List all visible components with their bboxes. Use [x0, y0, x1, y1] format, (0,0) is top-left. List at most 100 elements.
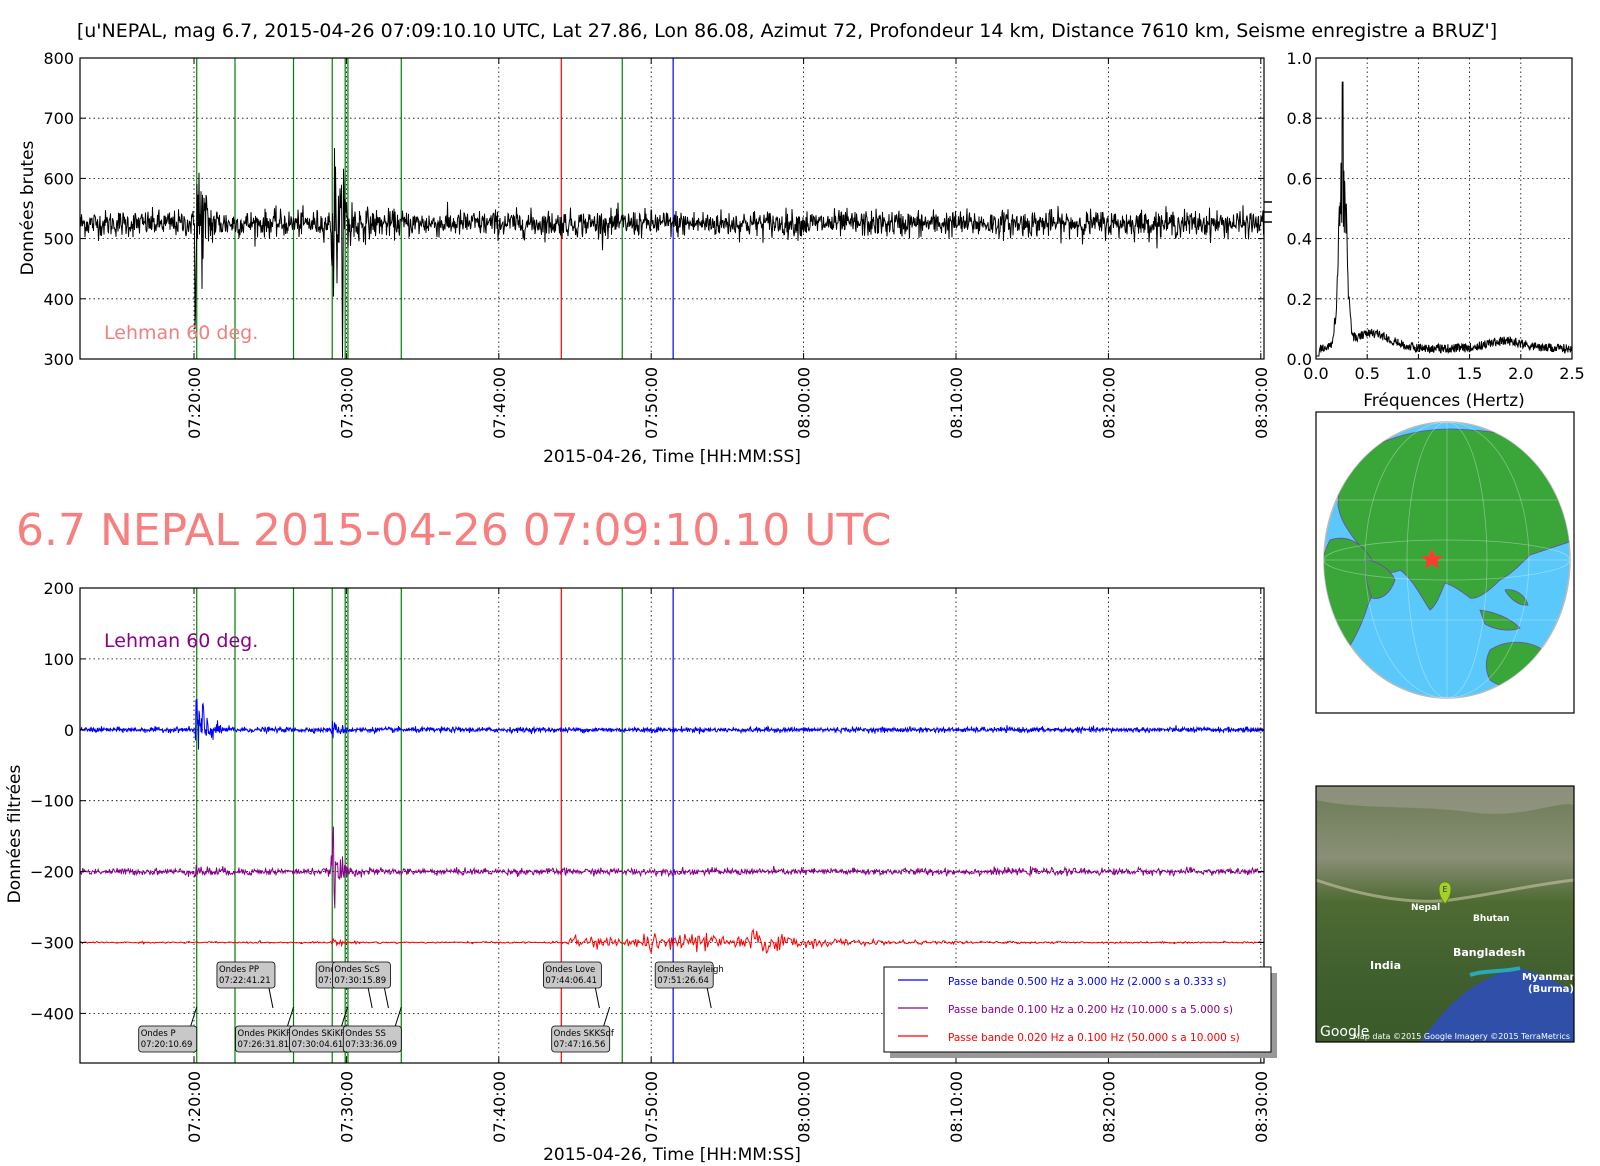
phase-label-time: 07:30:15.89	[334, 976, 386, 986]
phase-label-arrow	[341, 1006, 349, 1027]
satellite-bay-of-bengal	[1420, 968, 1574, 1042]
phase-label-box	[342, 1025, 402, 1053]
legend-box	[883, 966, 1272, 1053]
phase-label-name: Ondes SKKSdf	[554, 1029, 615, 1039]
map-label-burma: (Burma)	[1528, 984, 1574, 995]
y-tick-label: 100	[43, 650, 74, 669]
filtered-x-ticks: 07:20:00 07:30:00 07:40:00 07:50:00 08:00:00…	[185, 588, 1271, 1143]
epicenter-star-icon	[1421, 548, 1443, 569]
satellite-delta	[1469, 966, 1521, 977]
y-tick-label: 1.0	[1287, 49, 1312, 68]
phase-label-arrow	[287, 1006, 294, 1027]
y-tick-label: 0.4	[1287, 230, 1312, 249]
svg-text:E: E	[1442, 885, 1447, 894]
phase-label-box	[654, 961, 714, 989]
phase-label-name: Ondes PKiKP	[238, 1029, 292, 1039]
x-tick-label: 08:30:00	[1252, 367, 1271, 439]
x-tick-label: 08:00:00	[795, 1071, 814, 1143]
series-trace-purple	[79, 826, 1265, 909]
phase-label-box	[542, 961, 602, 989]
raw-plot-border	[79, 57, 1265, 360]
x-tick-label: 2.5	[1559, 364, 1584, 383]
phase-label-arrow	[268, 987, 274, 1009]
y-tick-label: 0.0	[1287, 350, 1312, 369]
globe-graticule	[1324, 422, 1570, 698]
y-tick-label: 600	[43, 169, 74, 188]
x-tick-label: 0.0	[1303, 364, 1328, 383]
map-label-bhutan: Bhutan	[1473, 914, 1509, 924]
spectrum-gridlines	[1316, 58, 1572, 359]
phase-label-arrow	[394, 1006, 402, 1027]
phase-label-arrow	[383, 987, 389, 1009]
phase-label-box	[551, 1025, 611, 1053]
phase-label-arrow	[603, 1006, 611, 1027]
raw-x-ticks: 07:20:00 07:30:00 07:40:00 07:50:00 08:00:00…	[185, 58, 1271, 439]
map-credit: Map data ©2015 Google Imagery ©2015 Terr…	[1353, 1032, 1570, 1041]
x-tick-label: 08:10:00	[947, 1071, 966, 1143]
x-tick-label: 08:20:00	[1099, 367, 1118, 439]
y-tick-label: 200	[43, 579, 74, 598]
spectrum-y-ticks: 1.0 0.8 0.6 0.4 0.2 0.0	[1287, 49, 1321, 369]
x-tick-label: 08:00:00	[795, 367, 814, 439]
spectrum-x-ticks: 0.0 0.5 1.0 1.5 2.0 2.5	[1303, 354, 1585, 383]
y-tick-label: 800	[43, 49, 74, 68]
map-label-bangladesh: Bangladesh	[1453, 946, 1525, 959]
phase-label-arrow	[190, 1006, 198, 1027]
raw-plot-frame	[80, 58, 1264, 359]
filtered-plot-border	[79, 587, 1265, 1064]
figure-suptitle: [u'NEPAL, mag 6.7, 2015-04-26 07:09:10.1…	[77, 20, 1497, 42]
y-tick-label: 300	[43, 350, 74, 369]
x-tick-label: 07:30:00	[337, 1071, 356, 1143]
phase-label-arrow	[706, 987, 712, 1009]
x-tick-label: 07:30:00	[337, 367, 356, 439]
phase-label-name: Ondes P	[141, 1029, 176, 1039]
google-logo: Google	[1320, 1024, 1369, 1040]
phase-label-time: 07:44:06.41	[545, 976, 597, 986]
filtered-y-axis-label: Données filtrées	[5, 765, 25, 904]
spectrum-chart: 1.0 0.8 0.6 0.4 0.2 0.0 0.0 0.5 1.0 1.5 2.0 2.5 Fr…	[1287, 49, 1585, 411]
x-tick-label: 08:30:00	[1252, 1071, 1271, 1143]
legend-label-purple: Passe bande 0.100 Hz a 0.200 Hz (10.000 …	[948, 1004, 1233, 1016]
filtered-lehman-annotation: Lehman 60 deg.	[104, 630, 258, 652]
globe-map	[1315, 411, 1575, 714]
phase-label-time: 07:51:26.64	[657, 976, 709, 986]
raw-lehman-annotation: Lehman 60 deg.	[104, 322, 258, 344]
map-label-nepal: Nepal	[1411, 903, 1440, 913]
y-tick-label: 0.6	[1287, 169, 1312, 188]
x-tick-label: 1.5	[1457, 364, 1482, 383]
phase-label-time: 07:26:31.81	[238, 1040, 290, 1050]
satellite-frame	[1315, 785, 1575, 1043]
map-label-myanmar: Myanmar	[1522, 972, 1575, 983]
y-tick-label: −100	[30, 792, 74, 811]
x-tick-label: 0.5	[1354, 364, 1379, 383]
phase-label: Ondes P07:20:10.69	[138, 1006, 198, 1053]
phase-label-time: 07:20:10.69	[141, 1040, 193, 1050]
phase-label-time: 07:22:41.21	[219, 976, 271, 986]
y-tick-label: 700	[43, 109, 74, 128]
x-tick-label: 1.0	[1406, 364, 1431, 383]
raw-y-ticks: 800 700 600 500 400 300	[43, 49, 1264, 369]
phase-label-time: 07:30:04.61	[292, 1040, 344, 1050]
phase-label-time: 07:47:16.56	[554, 1040, 606, 1050]
satellite-map: E Nepal Bhutan Bangladesh India Myanmar …	[1315, 785, 1575, 1043]
x-tick-label: 2.0	[1508, 364, 1533, 383]
y-tick-label: 500	[43, 230, 74, 249]
raw-y-axis-label: Données brutes	[18, 140, 38, 275]
phase-label-name: Ondes Rayleigh	[657, 965, 724, 975]
legend-label-blue: Passe bande 0.500 Hz a 3.000 Hz (2.000 s…	[948, 976, 1226, 988]
filtered-y-ticks: 200 100 0 −100 −200 −300 −400	[30, 579, 1264, 1023]
phase-label-box	[216, 961, 276, 989]
satellite-mountains	[1316, 786, 1574, 814]
satellite-himalaya-ridge	[1315, 878, 1575, 903]
phase-label-box	[138, 1025, 198, 1053]
raw-level-markers	[1264, 201, 1272, 223]
x-tick-label: 08:10:00	[947, 367, 966, 439]
